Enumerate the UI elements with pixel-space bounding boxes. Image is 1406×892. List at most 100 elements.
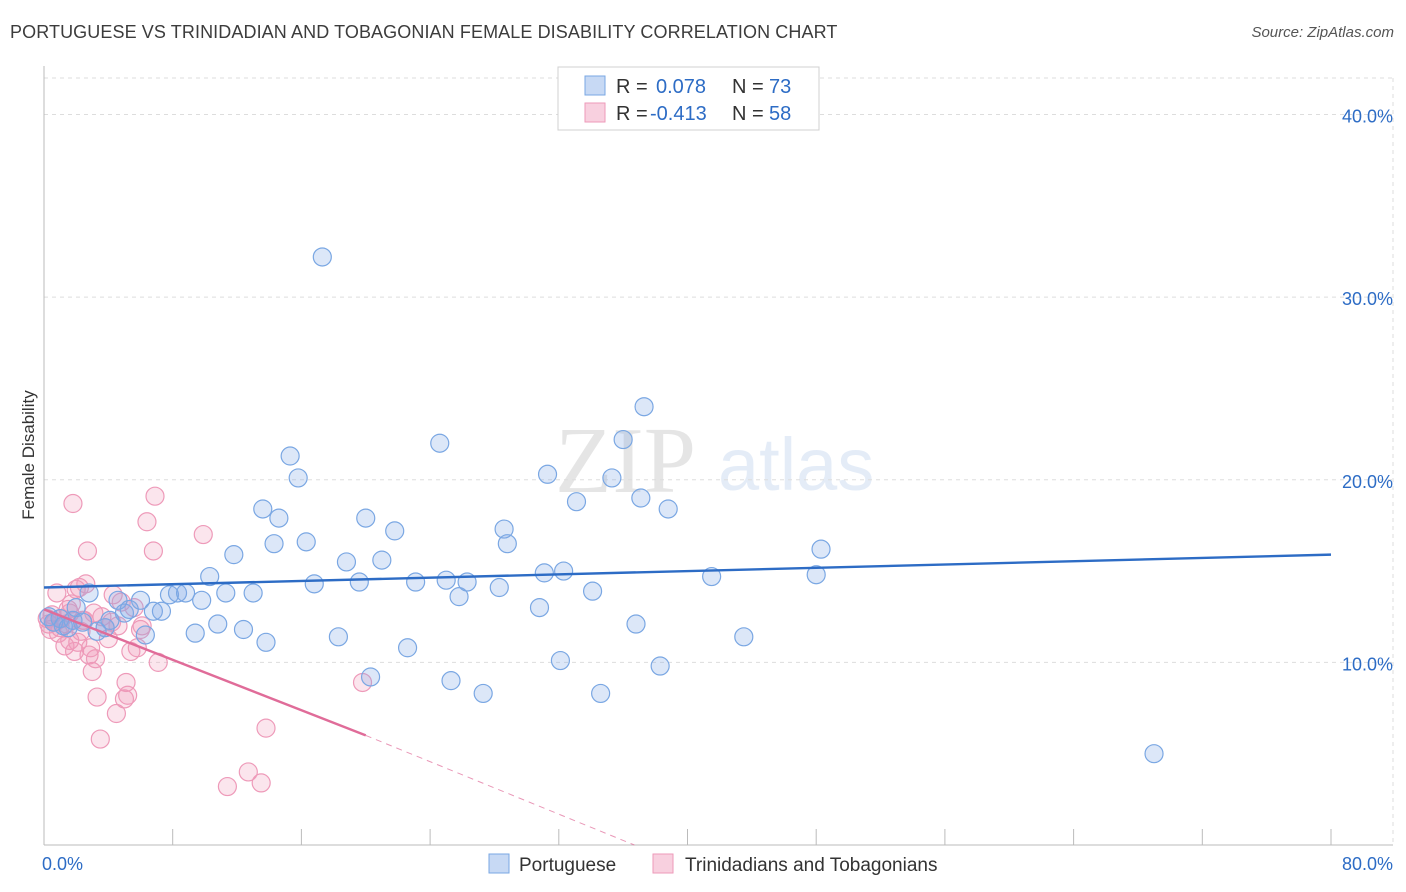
y-tick-labels: 10.0% 20.0% 30.0% 40.0% bbox=[1342, 107, 1393, 675]
bottom-legend: Portuguese Trinidadians and Tobagonians bbox=[488, 853, 937, 876]
portuguese-point-58 bbox=[534, 563, 554, 583]
portuguese-point-42 bbox=[356, 508, 376, 528]
portuguese-point-48 bbox=[430, 433, 450, 453]
portuguese-point-19 bbox=[159, 585, 180, 605]
portuguese-point-61 bbox=[554, 561, 574, 581]
portuguese-point-33 bbox=[269, 508, 289, 528]
y-tick-label-30: 30.0% bbox=[1342, 289, 1393, 309]
portuguese-point-63 bbox=[582, 581, 603, 601]
trinidadian-point-26 bbox=[90, 729, 110, 749]
portuguese-point-72 bbox=[702, 566, 722, 587]
portuguese-point-59 bbox=[537, 464, 558, 484]
watermark: ZIP atlas bbox=[555, 409, 874, 513]
legend-n-label-1: N = bbox=[732, 76, 764, 98]
x-tick-label-max: 80.0% bbox=[1342, 854, 1393, 874]
portuguese-point-31 bbox=[256, 632, 276, 652]
portuguese-point-74 bbox=[806, 565, 826, 585]
legend-n-label-2: N = bbox=[732, 103, 764, 125]
portuguese-point-8 bbox=[79, 583, 99, 603]
portuguese-point-28 bbox=[233, 619, 254, 640]
y-axis-title: Female Disability bbox=[19, 390, 38, 520]
portuguese-point-75 bbox=[811, 539, 831, 559]
trinidadian-point-45 bbox=[145, 486, 165, 506]
portuguese-point-36 bbox=[296, 532, 316, 552]
trinidadian-point-37 bbox=[118, 685, 138, 705]
source-label: Source: ZipAtlas.com bbox=[1251, 24, 1394, 41]
trinidadian-point-25 bbox=[87, 687, 107, 707]
axes bbox=[43, 66, 1393, 846]
trinidadian-point-57 bbox=[81, 638, 101, 658]
trend-lines bbox=[43, 553, 1332, 846]
portuguese-point-60 bbox=[550, 650, 571, 671]
legend-n-value-2: 58 bbox=[769, 103, 791, 125]
watermark-atlas: atlas bbox=[718, 423, 874, 506]
portuguese-point-73 bbox=[734, 627, 754, 647]
portuguese-point-55 bbox=[494, 519, 514, 539]
portuguese-point-49 bbox=[436, 570, 456, 590]
trend-line-trinidadian bbox=[43, 608, 367, 737]
y-tick-label-10: 10.0% bbox=[1342, 654, 1393, 674]
portuguese-point-29 bbox=[243, 583, 263, 603]
series-portuguese-points bbox=[39, 247, 1164, 764]
portuguese-point-26 bbox=[216, 583, 236, 603]
portuguese-point-37 bbox=[304, 574, 324, 594]
portuguese-point-56 bbox=[497, 534, 517, 554]
portuguese-point-17 bbox=[143, 601, 163, 621]
portuguese-point-18 bbox=[151, 601, 172, 621]
trinidadian-point-21 bbox=[79, 645, 99, 665]
portuguese-point-47 bbox=[406, 572, 426, 592]
trinidadian-point-22 bbox=[82, 661, 102, 682]
portuguese-point-35 bbox=[288, 468, 308, 488]
trend-line-trinidadian-extension bbox=[365, 734, 635, 846]
portuguese-point-24 bbox=[200, 566, 220, 587]
portuguese-point-38 bbox=[312, 247, 332, 267]
legend-swatch-trinidadian bbox=[584, 102, 606, 123]
y-tick-label-20: 20.0% bbox=[1342, 472, 1393, 492]
trinidadian-point-35 bbox=[114, 689, 135, 709]
chart-title: PORTUGUESE VS TRINIDADIAN AND TOBAGONIAN… bbox=[10, 22, 838, 42]
bottom-legend-portuguese: Portuguese bbox=[519, 855, 616, 876]
trinidadian-point-32 bbox=[106, 703, 126, 724]
portuguese-point-69 bbox=[634, 397, 654, 417]
legend-r-label-2: R = bbox=[616, 103, 648, 125]
portuguese-point-76 bbox=[1144, 744, 1164, 764]
trinidadian-point-48 bbox=[217, 776, 237, 797]
trinidadian-point-51 bbox=[256, 718, 276, 738]
portuguese-point-65 bbox=[602, 468, 622, 488]
portuguese-point-53 bbox=[473, 683, 493, 704]
bottom-legend-trinidadian: Trinidadians and Tobagonians bbox=[685, 855, 937, 876]
legend-r-value-1: 0.078 bbox=[656, 76, 706, 98]
portuguese-point-46 bbox=[397, 638, 418, 658]
portuguese-point-66 bbox=[613, 429, 633, 450]
y-tick-label-40: 40.0% bbox=[1342, 107, 1393, 127]
trinidadian-point-44 bbox=[143, 541, 163, 561]
legend-swatch-portuguese bbox=[584, 75, 606, 96]
portuguese-point-70 bbox=[650, 656, 670, 676]
legend-box: R = 0.078 N = 73 R = -0.413 N = 58 bbox=[557, 66, 820, 131]
portuguese-point-23 bbox=[192, 590, 212, 610]
legend-n-value-1: 73 bbox=[769, 76, 791, 98]
series-trinidadian-points bbox=[37, 486, 373, 797]
portuguese-point-51 bbox=[449, 587, 469, 607]
portuguese-point-50 bbox=[441, 671, 461, 691]
portuguese-point-34 bbox=[280, 446, 300, 466]
portuguese-point-22 bbox=[185, 623, 205, 643]
portuguese-point-57 bbox=[529, 597, 550, 618]
legend-r-value-2: -0.413 bbox=[650, 103, 707, 125]
portuguese-point-64 bbox=[591, 683, 611, 704]
portuguese-point-62 bbox=[566, 492, 587, 512]
portuguese-point-54 bbox=[489, 577, 509, 598]
trinidadian-point-49 bbox=[238, 762, 258, 782]
portuguese-point-45 bbox=[385, 521, 405, 541]
trinidadian-point-47 bbox=[193, 524, 213, 545]
portuguese-point-16 bbox=[135, 625, 155, 645]
watermark-zip: ZIP bbox=[555, 409, 696, 513]
portuguese-point-41 bbox=[349, 572, 369, 592]
portuguese-point-71 bbox=[658, 499, 678, 519]
portuguese-point-30 bbox=[253, 499, 273, 519]
x-tick-label-min: 0.0% bbox=[42, 854, 83, 874]
portuguese-point-15 bbox=[130, 590, 151, 610]
bottom-legend-swatch-portuguese bbox=[488, 853, 510, 874]
trinidadian-point-50 bbox=[251, 773, 271, 793]
